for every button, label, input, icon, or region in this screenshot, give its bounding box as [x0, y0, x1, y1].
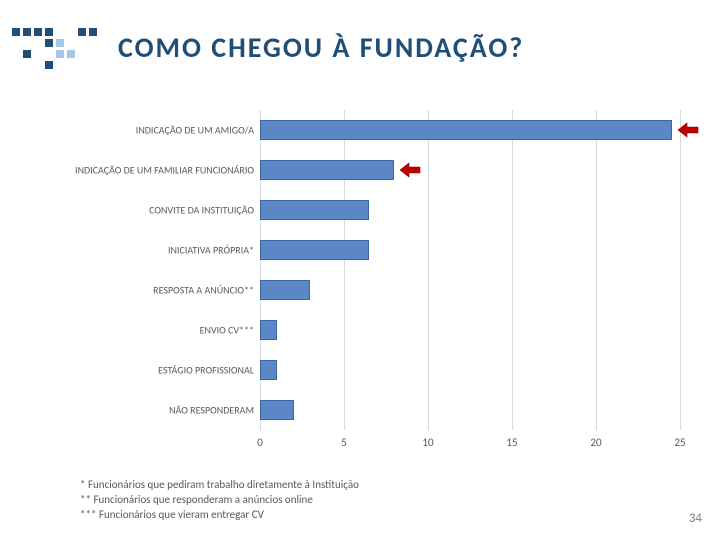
- bar-label: INDICAÇÃO DE UM AMIGO/A: [54, 125, 254, 136]
- bar: [260, 200, 369, 220]
- arrow-left-icon: [400, 161, 422, 184]
- x-tick-label: 15: [506, 436, 517, 449]
- gridline: [512, 110, 513, 430]
- gridline: [680, 110, 681, 430]
- gridline: [428, 110, 429, 430]
- bar: [260, 240, 369, 260]
- page-number: 34: [689, 511, 702, 526]
- arrow-left-icon: [678, 121, 700, 144]
- bar: [260, 320, 277, 340]
- bar-label: CONVITE DA INSTITUIÇÃO: [54, 205, 254, 216]
- bar-label: RESPOSTA A ANÚNCIO**: [54, 285, 254, 296]
- footnotes: * Funcionários que pediram trabalho dire…: [80, 478, 359, 523]
- bar-chart: INDICAÇÃO DE UM AMIGO/A INDICAÇÃO DE UM F…: [80, 110, 680, 455]
- gridline: [260, 110, 261, 430]
- page-title: COMO CHEGOU À FUNDAÇÃO?: [118, 30, 524, 65]
- bar-label: INDICAÇÃO DE UM FAMILIAR FUNCIONÁRIO: [54, 165, 254, 176]
- bar: [260, 120, 672, 140]
- gridline: [596, 110, 597, 430]
- footnote-line: *** Funcionários que vieram entregar CV: [80, 508, 359, 523]
- x-tick-label: 25: [674, 436, 685, 449]
- footnote-line: * Funcionários que pediram trabalho dire…: [80, 478, 359, 493]
- bar-row: ENVIO CV***: [80, 320, 680, 340]
- x-tick-label: 10: [422, 436, 433, 449]
- logo: [12, 28, 97, 72]
- bar-row: INDICAÇÃO DE UM AMIGO/A: [80, 120, 680, 140]
- footnote-line: ** Funcionários que responderam a anúnci…: [80, 493, 359, 508]
- bar-label: ENVIO CV***: [54, 325, 254, 336]
- x-tick-label: 20: [590, 436, 601, 449]
- gridline: [344, 110, 345, 430]
- bar-row: ESTÁGIO PROFISSIONAL: [80, 360, 680, 380]
- x-tick-label: 5: [341, 436, 347, 449]
- bar-row: INDICAÇÃO DE UM FAMILIAR FUNCIONÁRIO: [80, 160, 680, 180]
- bar-row: NÃO RESPONDERAM: [80, 400, 680, 420]
- bar: [260, 400, 294, 420]
- bar-row: RESPOSTA A ANÚNCIO**: [80, 280, 680, 300]
- x-tick-label: 0: [257, 436, 263, 449]
- bar-label: ESTÁGIO PROFISSIONAL: [54, 365, 254, 376]
- bar-label: INICIATIVA PRÓPRIA*: [54, 245, 254, 256]
- bar: [260, 280, 310, 300]
- bar-row: INICIATIVA PRÓPRIA*: [80, 240, 680, 260]
- bar-row: CONVITE DA INSTITUIÇÃO: [80, 200, 680, 220]
- bar: [260, 160, 394, 180]
- bar: [260, 360, 277, 380]
- chart-plot-area: [260, 110, 680, 430]
- bar-label: NÃO RESPONDERAM: [54, 405, 254, 416]
